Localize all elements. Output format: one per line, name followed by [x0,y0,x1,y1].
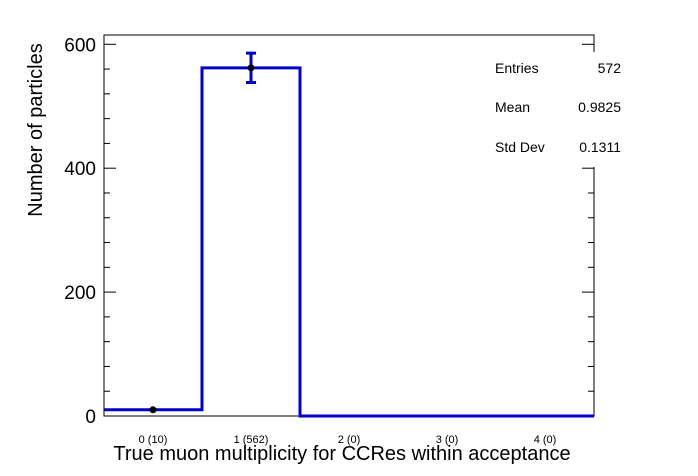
x-axis-title: True muon multiplicity for CCRes within … [113,443,570,465]
y-tick-label: 0 [85,407,96,428]
x-tick-label: 4 (0) [534,434,557,446]
stats-entries-label: Entries [495,60,539,76]
x-tick-label: 1 (562) [234,434,269,446]
y-tick-label: 200 [64,283,96,304]
y-axis-tick-labels: 0 200 400 600 [64,35,96,428]
error-bars [151,51,256,412]
data-points [149,64,255,414]
stats-stddev-value: 0.1311 [579,139,621,155]
data-point [247,64,255,72]
y-tick-label: 600 [64,35,96,56]
x-axis-tick-labels: 0 (10) 1 (562) 2 (0) 3 (0) 4 (0) [139,434,557,446]
histogram-outline [104,66,594,418]
stats-entries-value: 572 [598,60,622,76]
stats-mean-value: 0.9825 [578,99,621,115]
stats-stddev-label: Std Dev [495,139,545,155]
data-point [149,406,157,414]
x-tick-label: 0 (10) [139,434,168,446]
stats-box-background [485,52,597,167]
y-axis-title: Number of particles [25,43,47,216]
x-tick-label: 2 (0) [338,434,361,446]
x-tick-label: 3 (0) [436,434,459,446]
y-tick-label: 400 [64,159,96,180]
stats-box: Entries 572 Mean 0.9825 Std Dev 0.1311 [485,52,621,167]
stats-mean-label: Mean [495,99,530,115]
